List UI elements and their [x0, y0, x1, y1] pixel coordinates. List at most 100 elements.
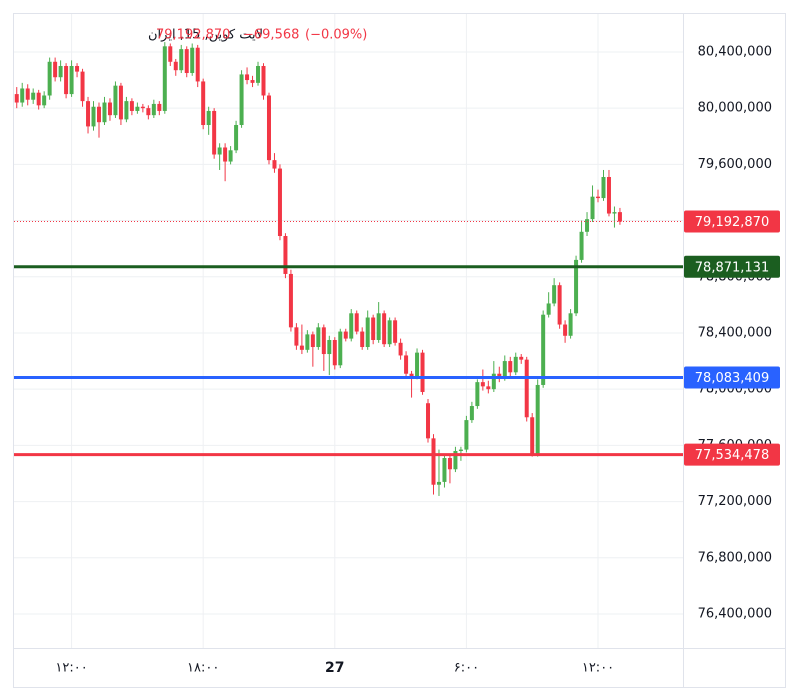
candle-body [590, 196, 595, 220]
candle-body [464, 420, 469, 450]
price-change: −69,568 [243, 28, 299, 43]
candle-body [453, 450, 458, 470]
candle-body [354, 313, 359, 332]
candle-body [426, 403, 431, 439]
candle-body [124, 101, 129, 120]
candle-body [475, 382, 480, 407]
candle-body [96, 106, 101, 123]
x-tick-label: ۱۸:۰۰ [187, 661, 219, 676]
candle-body [162, 46, 167, 111]
candle-body [228, 150, 233, 162]
candle-body [491, 373, 496, 390]
candle-body [140, 106, 145, 109]
x-tick-label: ۱۲:۰۰ [55, 661, 87, 676]
candle-body [294, 327, 299, 346]
candle-body [14, 94, 19, 103]
candle-body [283, 236, 288, 274]
candle-body [168, 46, 173, 62]
candle-body [585, 219, 590, 232]
candle-body [129, 101, 134, 111]
candle-body [415, 352, 420, 377]
candle-body [316, 327, 321, 348]
candle-body [157, 103, 162, 111]
candle-body [239, 74, 244, 126]
candle-body [502, 361, 507, 378]
candle-body [266, 95, 271, 161]
candle-body [387, 320, 392, 345]
candle-body [195, 47, 200, 82]
candle-body [272, 160, 277, 169]
y-tick-label: 79,600,000 [698, 157, 772, 172]
candle-body [436, 481, 441, 485]
candle-body [201, 81, 206, 126]
candle-body [338, 331, 343, 366]
candle-body [146, 108, 151, 116]
candle-body [541, 314, 546, 385]
candle-body [261, 65, 266, 96]
candle-body [184, 49, 189, 74]
last-price: 79,192,870 [156, 28, 230, 43]
candle-body [486, 386, 491, 390]
candle-body [42, 95, 47, 106]
last-price-tag-label: 79,192,870 [695, 215, 769, 230]
candle-body [64, 65, 69, 95]
candle-body [376, 313, 381, 340]
chart-title: لایت کوین, 15, ایران [148, 28, 263, 43]
candle-body [299, 345, 304, 350]
price-line-tag [684, 443, 780, 466]
candle-body [305, 334, 310, 350]
candle-body [513, 356, 518, 373]
plot [14, 42, 683, 496]
price-line-tag [684, 255, 780, 278]
candle-body [447, 458, 452, 470]
y-tick-label: 77,200,000 [698, 494, 772, 509]
candle-body [431, 438, 436, 485]
candle-body [20, 88, 25, 103]
candle-body [277, 168, 282, 237]
candle-body [574, 259, 579, 314]
candle-body [557, 285, 562, 325]
candle-body [442, 458, 447, 482]
price-line-tag-label: 77,534,478 [695, 448, 769, 463]
candle-body [596, 196, 601, 199]
candle-body [546, 303, 551, 315]
candle-body [234, 125, 239, 151]
candle-body [31, 92, 36, 100]
candle-body [206, 110, 211, 126]
labels: 76,400,00076,800,00077,200,00077,600,000… [55, 44, 780, 676]
candle-body [552, 285, 557, 304]
candle-body [365, 317, 370, 348]
y-tick-label: 76,800,000 [698, 550, 772, 565]
candle-body [343, 331, 348, 339]
candle-body [617, 212, 622, 222]
candle-body [80, 71, 85, 102]
candle-body [524, 359, 529, 418]
candle-body [508, 361, 513, 373]
price-line-tag [684, 366, 780, 389]
x-tick-label: ۶:۰۰ [454, 661, 479, 676]
candle-body [217, 147, 222, 155]
candle-body [497, 373, 502, 378]
y-tick-label: 78,400,000 [698, 325, 772, 340]
candle-body [36, 92, 41, 106]
candle-body [382, 313, 387, 345]
x-tick-label: 27 [325, 660, 344, 676]
candle-body [102, 102, 107, 123]
candle-body [398, 342, 403, 356]
candle-body [53, 61, 58, 78]
candle-body [360, 331, 365, 348]
candle-body [310, 334, 315, 348]
candle-body [91, 106, 96, 127]
price-line-tag-label: 78,083,409 [695, 371, 769, 386]
candle-body [458, 449, 463, 451]
candle-body [288, 273, 293, 328]
candle-body [579, 231, 584, 260]
candle-body [568, 313, 573, 336]
y-tick-label: 80,000,000 [698, 101, 772, 116]
x-tick-label: ۱۲:۰۰ [582, 661, 614, 676]
candle-body [69, 65, 74, 95]
candle-body [113, 85, 118, 116]
candle-body [47, 61, 52, 96]
candle-body [332, 339, 337, 366]
